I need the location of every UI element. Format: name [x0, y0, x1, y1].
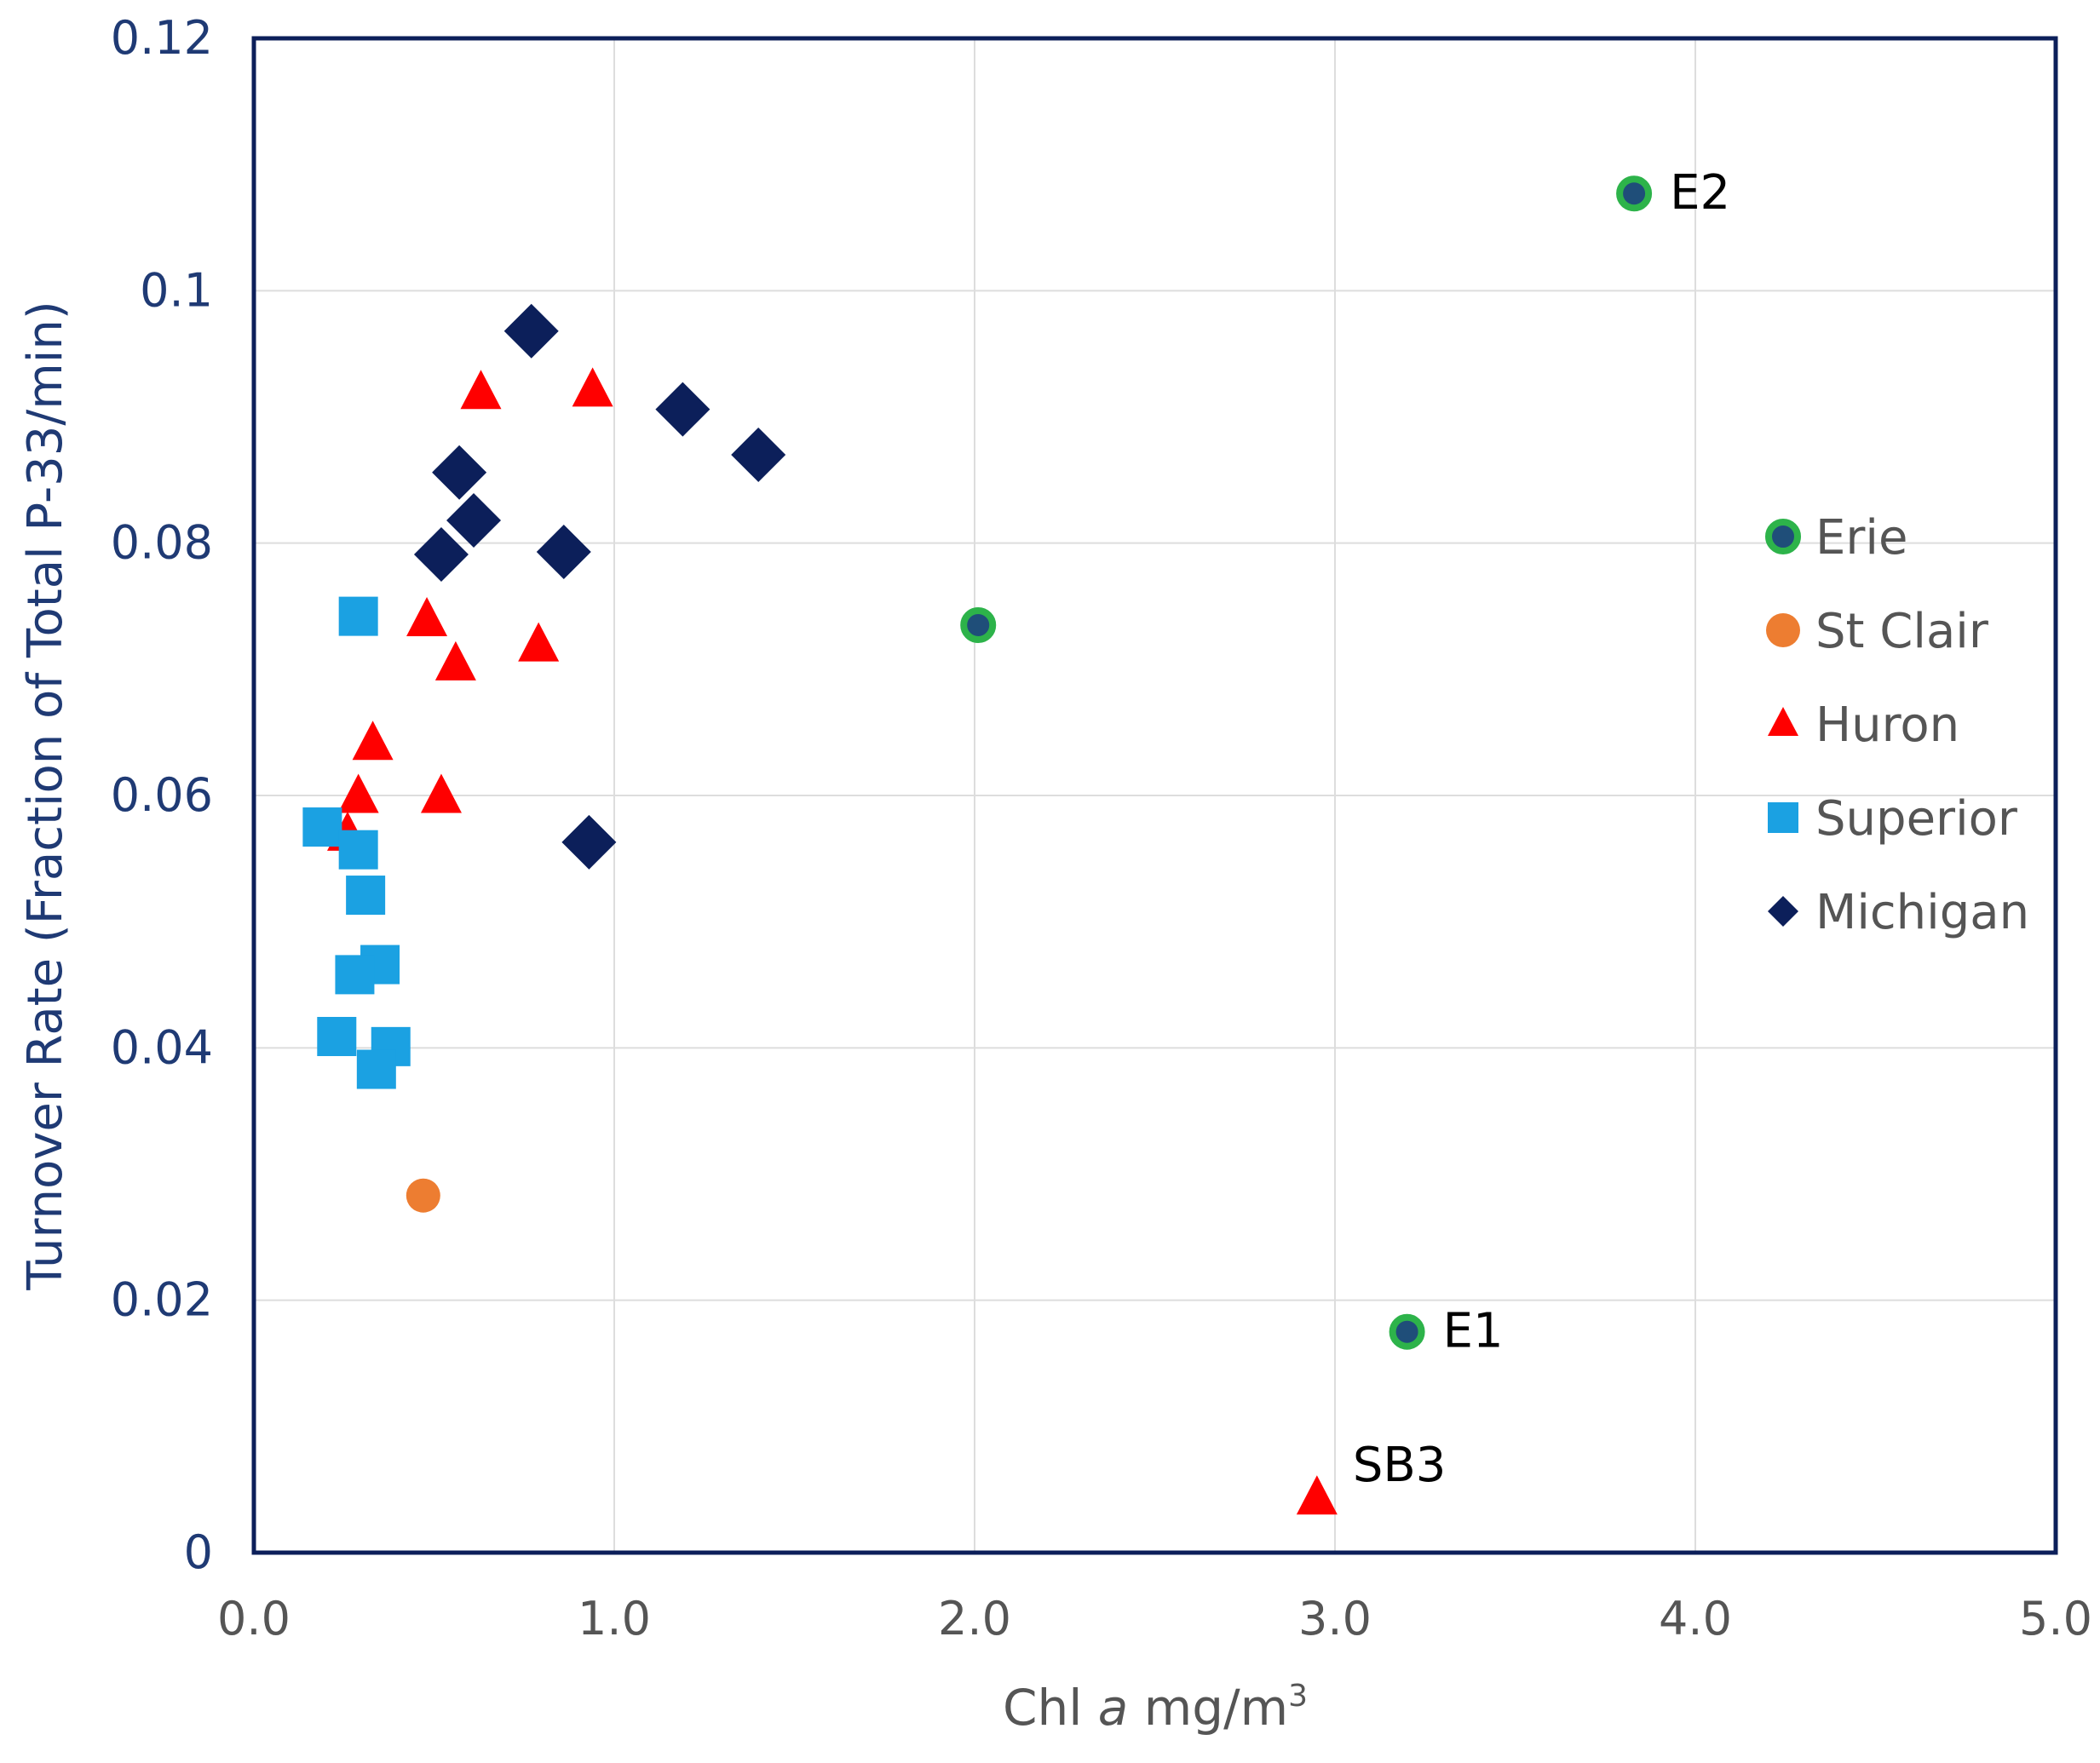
superior-point: [356, 1049, 396, 1089]
gridlines: [254, 38, 2056, 1553]
annotation-e1: E1: [1443, 1304, 1504, 1359]
legend-marker-erie: [1765, 519, 1801, 554]
legend-marker-superior: [1768, 802, 1798, 833]
huron-point: [518, 622, 560, 662]
legend-item-superior: Superior: [1768, 791, 2018, 847]
x-tick-label: 1.0: [578, 1592, 651, 1645]
superior-point: [338, 596, 378, 636]
legend-label-michigan: Michigan: [1815, 885, 2029, 940]
legend-label-superior: Superior: [1815, 791, 2018, 847]
plot-area-frame: [251, 36, 2058, 1555]
x-axis-tick-labels: 0.0 1.0 2.0 3.0 4.0 5.0: [217, 1592, 2092, 1645]
superior-point: [317, 1016, 357, 1056]
point-annotations: E2 E1 SB3: [1353, 165, 1730, 1493]
y-tick-label: 0.02: [111, 1273, 213, 1327]
huron-point: [352, 721, 394, 761]
x-tick-label: 4.0: [1659, 1592, 1732, 1645]
huron-point: [337, 773, 379, 813]
michigan-point: [731, 427, 786, 482]
michigan-point: [503, 303, 559, 359]
y-tick-label: 0.12: [111, 11, 213, 65]
annotation-e2: E2: [1670, 165, 1730, 221]
michigan-point: [561, 814, 617, 870]
erie-point: [1389, 1313, 1425, 1350]
series-st-clair: [406, 1178, 440, 1213]
series-michigan: [413, 303, 786, 870]
legend-item-michigan: Michigan: [1768, 885, 2029, 940]
series-erie: [960, 175, 1653, 1350]
legend-label-huron: Huron: [1815, 698, 1959, 753]
x-axis-title-part-a: a: [1098, 1679, 1129, 1737]
x-tick-label: 2.0: [938, 1592, 1011, 1645]
y-tick-label: 0.1: [140, 263, 213, 317]
y-tick-label: 0: [184, 1525, 213, 1579]
michigan-point: [536, 525, 591, 580]
x-axis-title-part-unit: mg/m: [1128, 1679, 1288, 1737]
huron-point: [420, 773, 462, 813]
huron-point: [434, 640, 476, 681]
x-axis-title-superscript: 3: [1288, 1679, 1308, 1714]
y-tick-label: 0.08: [111, 516, 213, 570]
superior-point: [302, 807, 342, 847]
huron-point: [1296, 1475, 1338, 1515]
data-points: [302, 175, 1653, 1515]
x-tick-label: 0.0: [217, 1592, 291, 1645]
legend-label-st-clair: St Clair: [1815, 604, 1989, 659]
legend-marker-michigan: [1768, 896, 1798, 927]
x-axis-title: Chl a mg/m3: [1003, 1679, 1308, 1737]
st-clair-point: [406, 1178, 440, 1213]
superior-point: [338, 830, 378, 870]
superior-point: [346, 876, 386, 916]
michigan-point: [432, 445, 487, 500]
y-tick-label: 0.06: [111, 768, 213, 822]
michigan-point: [413, 527, 469, 583]
x-tick-label: 3.0: [1298, 1592, 1372, 1645]
michigan-point: [655, 382, 711, 437]
erie-point: [1616, 175, 1653, 212]
x-tick-label: 5.0: [2019, 1592, 2092, 1645]
x-axis-title-part-chl: Chl: [1003, 1679, 1098, 1737]
y-tick-label: 0.04: [111, 1020, 213, 1074]
superior-point: [335, 955, 375, 995]
legend-item-erie: Erie: [1765, 510, 1907, 566]
legend-marker-st-clair: [1766, 613, 1800, 647]
series-superior: [302, 596, 411, 1089]
legend-item-huron: Huron: [1768, 698, 1959, 753]
annotation-sb3: SB3: [1353, 1438, 1447, 1493]
legend-item-st-clair: St Clair: [1766, 604, 1989, 659]
y-axis-tick-labels: 0 0.02 0.04 0.06 0.08 0.1 0.12: [111, 11, 213, 1579]
huron-point: [460, 370, 502, 410]
huron-point: [406, 597, 448, 637]
legend-label-erie: Erie: [1815, 510, 1907, 566]
legend: Erie St Clair Huron Superior Michigan: [1765, 510, 2029, 940]
michigan-point: [446, 492, 502, 548]
legend-marker-huron: [1768, 707, 1798, 736]
huron-point: [572, 367, 613, 407]
y-axis-title: Turnover Rate (Fraction of Total P-33/mi…: [18, 301, 73, 1290]
erie-point: [960, 606, 997, 643]
